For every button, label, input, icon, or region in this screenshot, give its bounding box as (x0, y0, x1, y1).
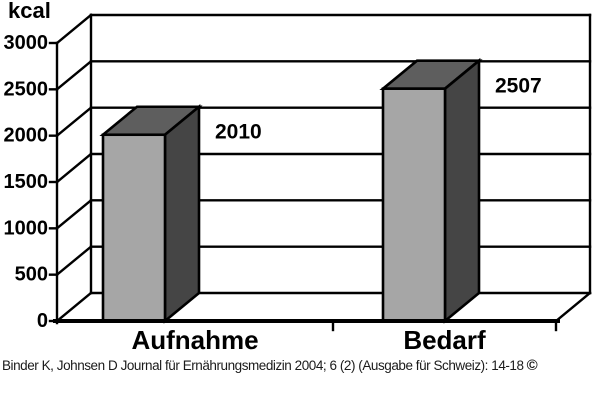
y-axis-tick-label: 2000 (4, 125, 49, 147)
copyright-icon: © (526, 357, 538, 374)
y-axis-tick-label: 3000 (4, 32, 49, 54)
y-axis-unit-label: kcal (8, 0, 51, 23)
side-wall-gridline (55, 59, 93, 92)
side-wall-gridline (55, 105, 93, 138)
bar-value-label: 2010 (215, 121, 262, 144)
y-axis-tick-label: 500 (15, 264, 48, 286)
y-axis-tick-label: 0 (37, 310, 48, 332)
y-axis-tick-label: 1500 (4, 171, 49, 193)
category-label-aufnahme: Aufnahme (131, 325, 258, 355)
side-wall-gridline (55, 13, 93, 45)
bar-aufnahme (101, 133, 167, 323)
y-axis-tick-label: 1000 (4, 217, 49, 239)
side-wall-gridline (55, 244, 93, 277)
category-label-bedarf: Bedarf (403, 325, 486, 355)
bar-side-face-aufnahme (163, 103, 201, 324)
chart-plot-area: 0 500 1000 1500 2000 2500 3000 2010 2507 Aufnahme… (4, 13, 592, 355)
citation: Binder K, Johnsen D Journal für Ernährun… (2, 357, 598, 374)
side-wall-gridline (55, 291, 93, 323)
bar-value-label: 2507 (495, 75, 542, 98)
bar-bedarf (381, 87, 447, 323)
citation-text: Binder K, Johnsen D Journal für Ernährun… (2, 358, 524, 373)
side-wall-gridline (55, 198, 93, 231)
floor-right-edge (554, 291, 592, 323)
side-wall-gridline (55, 152, 93, 184)
bar-side-face-bedarf (443, 57, 481, 324)
y-axis-tick-label: 2500 (4, 78, 49, 100)
